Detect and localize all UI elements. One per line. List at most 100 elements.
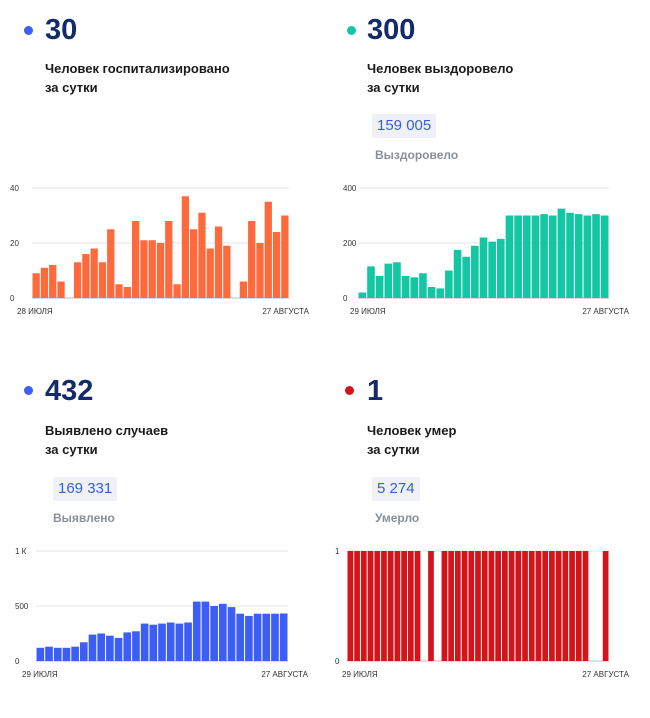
hospitalized-caption-line1: Человек госпитализировано <box>45 61 230 76</box>
chart-bar <box>227 607 236 661</box>
chart-bar <box>514 215 522 298</box>
chart-bar <box>149 624 158 661</box>
chart-bar <box>375 276 384 298</box>
chart-bar <box>262 613 271 661</box>
chart-bar <box>210 606 218 661</box>
detected-caption-line2: за сутки <box>45 442 98 457</box>
chart-bar <box>123 632 132 661</box>
deaths-dot-icon <box>345 386 354 395</box>
hospitalized-caption: Человек госпитализировано за сутки <box>45 59 285 97</box>
chart-bar <box>381 551 387 661</box>
chart-bar <box>148 240 156 298</box>
y-tick-label: 0 <box>10 294 15 303</box>
hospitalized-dot-icon <box>24 26 33 35</box>
deaths-caption-line2: за сутки <box>367 442 420 457</box>
chart-bar <box>253 613 262 661</box>
chart-bar <box>548 215 557 298</box>
chart-bar <box>36 647 45 661</box>
chart-bar <box>45 646 53 661</box>
y-tick-label: 20 <box>10 239 19 248</box>
chart-bar <box>436 288 445 299</box>
chart-bar <box>508 551 515 661</box>
hospitalized-chart: 0 20 40 28 ИЮЛЯ 27 АВГУСТА <box>10 184 310 316</box>
chart-bar <box>461 551 468 661</box>
x-start-label: 28 ИЮЛЯ <box>17 307 53 316</box>
chart-bar <box>575 551 582 661</box>
x-end-label: 27 АВГУСТА <box>262 307 309 316</box>
chart-bar <box>236 613 245 661</box>
chart-bar <box>140 623 149 661</box>
chart-bar <box>107 229 115 298</box>
chart-bar <box>454 551 461 661</box>
chart-bar <box>566 212 574 298</box>
chart-bar <box>190 229 198 298</box>
chart-bar <box>414 551 421 661</box>
y-tick-label: 200 <box>343 239 357 248</box>
chart-bar <box>582 551 589 661</box>
chart-bar <box>206 248 214 298</box>
chart-bar <box>531 215 540 298</box>
chart-bar <box>394 551 401 661</box>
recovered-dot-icon <box>347 26 356 35</box>
chart-bar <box>495 551 502 661</box>
chart-bar <box>223 245 231 298</box>
chart-bar <box>557 208 566 299</box>
recovered-total-value: 159 005 <box>372 114 437 138</box>
detected-chart: 0 500 1 К 29 ИЮЛЯ 27 АВГУСТА <box>15 547 309 679</box>
chart-bar <box>522 551 528 661</box>
chart-bar <box>488 241 496 298</box>
chart-bar <box>175 623 184 661</box>
recovered-card: 300 Человек выздоровело за сутки 159 005… <box>325 0 650 359</box>
chart-bar <box>272 232 281 298</box>
chart-bar <box>549 551 555 661</box>
chart-bar <box>71 646 79 661</box>
detected-total-value: 169 331 <box>53 477 118 501</box>
chart-bar <box>281 215 289 298</box>
chart-bar <box>387 551 394 661</box>
chart-bar <box>181 196 190 298</box>
y-tick-label: 0 <box>343 294 348 303</box>
recovered-caption-line1: Человек выздоровело <box>367 61 514 76</box>
hospitalized-caption-line2: за сутки <box>45 80 98 95</box>
chart-bar <box>271 613 279 661</box>
chart-bar <box>583 215 592 298</box>
chart-bar <box>453 249 462 299</box>
chart-bar <box>115 284 123 298</box>
chart-bar <box>505 215 514 298</box>
chart-bar <box>132 631 140 661</box>
recovered-number: 300 <box>367 14 416 46</box>
chart-bar <box>106 635 114 661</box>
deaths-number: 1 <box>367 375 384 407</box>
chart-bar <box>462 256 470 298</box>
chart-bar <box>245 615 253 661</box>
chart-bar <box>555 551 562 661</box>
chart-bar <box>73 262 82 298</box>
chart-bar <box>40 267 49 298</box>
deaths-card: 1 Человек умер за сутки 5 274 Умерло 0 1 2… <box>325 359 650 718</box>
chart-bar <box>569 551 575 661</box>
chart-bar <box>97 633 105 661</box>
chart-bar <box>173 284 181 298</box>
chart-bar <box>248 221 256 298</box>
detected-caption-line1: Выявлено случаев <box>45 423 169 438</box>
chart-bar <box>384 263 393 299</box>
chart-bar <box>445 270 453 298</box>
chart-bar <box>62 647 71 661</box>
recovered-caption: Человек выздоровело за сутки <box>367 59 607 97</box>
recovered-total-label: Выздоровело <box>375 148 459 162</box>
y-tick-label: 1 <box>335 547 340 556</box>
chart-bar <box>90 248 98 298</box>
chart-bar <box>502 551 508 661</box>
deaths-caption-line1: Человек умер <box>367 423 457 438</box>
chart-bar <box>479 237 488 298</box>
y-tick-label: 0 <box>15 657 20 666</box>
chart-bar <box>542 551 549 661</box>
chart-bar <box>410 277 419 299</box>
chart-bar <box>256 243 264 298</box>
x-end-label: 27 АВГУСТА <box>582 670 629 679</box>
chart-bar <box>427 287 436 298</box>
y-tick-label: 500 <box>15 602 29 611</box>
chart-bar <box>515 551 522 661</box>
detected-number: 432 <box>45 375 94 407</box>
